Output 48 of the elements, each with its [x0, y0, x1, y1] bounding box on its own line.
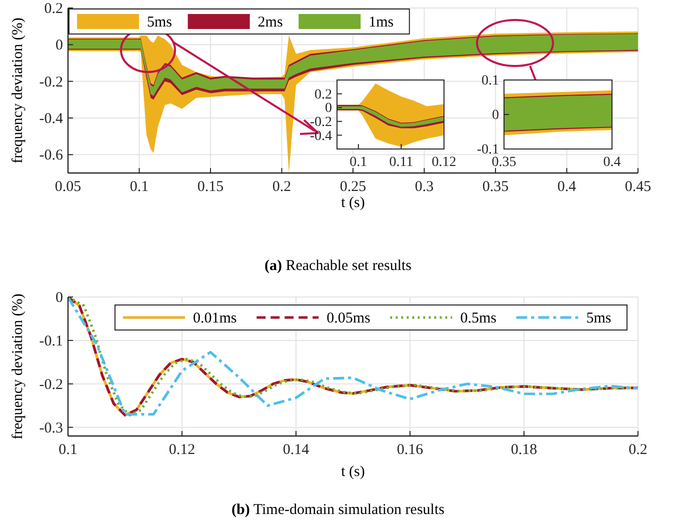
- y-tick-label: -0.1: [476, 142, 499, 158]
- y-tick-label: -0.4: [39, 110, 64, 127]
- x-axis-title: t (s): [341, 195, 365, 211]
- x-tick-label: 0.16: [396, 442, 424, 458]
- x-axis-title: t (s): [341, 464, 365, 480]
- y-tick-label: -0.2: [39, 74, 63, 90]
- y-tick-label: -0.2: [310, 115, 332, 130]
- x-tick-label: 0.1: [130, 179, 149, 195]
- x-tick-label: 0.15: [197, 179, 224, 195]
- legend-label: 0.01ms: [193, 310, 237, 326]
- y-tick-label: 0: [56, 38, 63, 54]
- x-tick-label: 0.12: [432, 155, 456, 170]
- y-tick-label: 0: [492, 108, 499, 124]
- y-axis-title: frequency deviation (%): [10, 18, 26, 164]
- x-tick-label: 0.4: [557, 179, 577, 195]
- legend-label: 0.5ms: [460, 310, 497, 326]
- text: (a) Reachable set results: [264, 258, 412, 274]
- y-tick-label: 0: [325, 101, 332, 116]
- y-tick-label: 0.2: [44, 0, 63, 17]
- y-tick-label: -0.2: [39, 376, 63, 393]
- x-tick-label: 0.4: [603, 155, 621, 170]
- y-tick-label: -0.3: [39, 420, 63, 436]
- text: (b) Time-domain simulation results: [232, 502, 445, 518]
- x-tick-label: 0.35: [482, 179, 509, 195]
- x-tick-label: 0.2: [272, 179, 292, 195]
- x-tick-label: 0.18: [510, 442, 538, 458]
- legend-label: 5ms: [586, 310, 612, 326]
- x-tick-label: 0.35: [492, 155, 516, 170]
- x-tick-label: 0.14: [282, 442, 310, 458]
- y-tick-label: 0.1: [482, 74, 499, 89]
- y-tick-label: -0.6: [39, 148, 64, 164]
- x-tick-label: 0.3: [414, 179, 434, 195]
- y-axis-title: frequency deviation (%): [10, 294, 26, 440]
- x-tick-label: 0.1: [350, 155, 368, 170]
- x-tick-label: 0.2: [628, 442, 648, 458]
- x-tick-label: 0.11: [389, 155, 414, 170]
- legend-label: 5ms: [147, 14, 172, 30]
- legend-label: 0.05ms: [326, 310, 371, 326]
- x-tick-label: 0.12: [168, 442, 196, 458]
- y-tick-label: -0.4: [310, 128, 332, 144]
- legend-label: 2ms: [258, 14, 283, 30]
- y-tick-label: -0.1: [39, 333, 63, 350]
- x-tick-label: 0.05: [54, 179, 82, 195]
- y-tick-label: 0: [56, 290, 63, 306]
- x-tick-label: 0.45: [624, 179, 652, 195]
- legend-label: 1ms: [368, 14, 394, 30]
- x-tick-label: 0.25: [340, 179, 366, 195]
- y-tick-label: 0.2: [314, 87, 332, 102]
